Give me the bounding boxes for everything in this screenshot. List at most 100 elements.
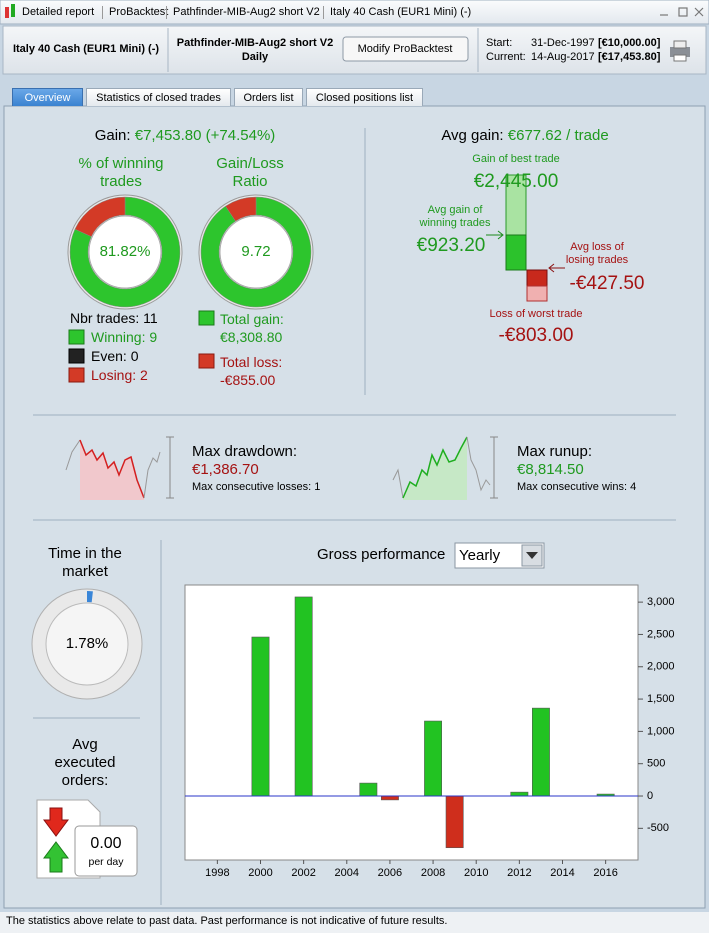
total-loss-label: Total loss: bbox=[220, 354, 283, 370]
chart: 3,000 2,500 2,000 1,500 1,000 500 0 -500 1998 200… bbox=[185, 596, 675, 879]
bar bbox=[445, 795, 464, 849]
title-item[interactable]: ProBacktest bbox=[102, 6, 168, 20]
bar bbox=[359, 782, 378, 797]
chart-title: Gross performance bbox=[317, 546, 446, 563]
bar bbox=[531, 707, 550, 797]
ring-segment bbox=[225, 196, 257, 222]
bar bbox=[424, 720, 443, 797]
legend-swatch bbox=[68, 367, 85, 383]
value: €677.62 / trade bbox=[507, 127, 609, 144]
drawdown-detail: Max consecutive losses: 1 bbox=[192, 481, 321, 493]
button-label[interactable]: Modify ProBacktest bbox=[357, 43, 453, 55]
x-tick-label: 2010 bbox=[464, 867, 488, 879]
runup-label: Max runup: bbox=[517, 443, 593, 460]
window-controls bbox=[660, 7, 704, 17]
sparkline bbox=[392, 468, 404, 499]
ring-center bbox=[219, 215, 293, 289]
value: 9 bbox=[149, 329, 158, 345]
total-loss-value: -€855.00 bbox=[220, 372, 276, 388]
avg-loss-label: Avg loss of losing trades bbox=[565, 241, 629, 267]
current-label: Current: bbox=[486, 51, 526, 63]
footer: The statistics above relate to past data… bbox=[6, 915, 448, 927]
status-bar bbox=[0, 912, 709, 933]
x-tick-label: 2006 bbox=[378, 867, 402, 879]
worst-trade-label: Loss of worst trade bbox=[489, 308, 583, 320]
orders-box bbox=[74, 825, 138, 877]
y-tick-label: 0 bbox=[647, 790, 653, 802]
y-tick-label: 3,000 bbox=[647, 596, 675, 608]
worst-trade-bar bbox=[526, 285, 548, 302]
legend-even: Even: 0 bbox=[91, 348, 139, 365]
x-tick-label: 2008 bbox=[421, 867, 445, 879]
gain-label: Gain: bbox=[94, 127, 131, 144]
legend-swatch bbox=[68, 329, 85, 345]
sell-arrow bbox=[43, 807, 69, 837]
legend-winning: Winning: 9 bbox=[91, 329, 157, 346]
gain: Gain: €7,453.80 (+74.54%) bbox=[95, 127, 276, 145]
instrument: Italy 40 Cash (EUR1 Mini) (-) bbox=[12, 43, 160, 55]
runup-line bbox=[402, 436, 468, 499]
timeframe: Daily bbox=[241, 51, 269, 63]
label: Winning: bbox=[91, 329, 146, 345]
runup-value: €8,814.50 bbox=[517, 461, 584, 478]
y-tick-label: 1,000 bbox=[647, 725, 675, 737]
maximize[interactable] bbox=[678, 7, 688, 17]
drawdown-line bbox=[79, 439, 145, 499]
bar bbox=[510, 791, 529, 797]
sparkline bbox=[143, 451, 161, 499]
range-bracket bbox=[166, 436, 174, 499]
tab[interactable]: Statistics of closed trades bbox=[86, 88, 231, 106]
printer-icon[interactable] bbox=[670, 40, 690, 62]
title-item[interactable]: Pathfinder-MIB-Aug2 short V2 bbox=[166, 6, 320, 20]
time-in-market-value: 1.78% bbox=[65, 635, 109, 652]
legend-swatch bbox=[68, 348, 85, 364]
runup-detail: Max consecutive wins: 4 bbox=[517, 481, 637, 493]
bar bbox=[251, 636, 270, 797]
rings bbox=[69, 196, 312, 603]
sparkline bbox=[65, 439, 81, 471]
buy-arrow bbox=[43, 841, 69, 873]
x-tick-label: 2000 bbox=[248, 867, 272, 879]
sparkline bbox=[466, 436, 491, 492]
title-item[interactable]: Detailed report bbox=[22, 6, 95, 18]
start-label: Start: bbox=[486, 37, 513, 49]
drawdown-area bbox=[80, 440, 144, 500]
title-bar bbox=[0, 0, 709, 25]
x-tick-label: 2002 bbox=[291, 867, 315, 879]
ring-segment bbox=[69, 196, 181, 308]
x-tick-label: 2012 bbox=[507, 867, 531, 879]
value: 0 bbox=[130, 348, 139, 364]
avg-orders-value: 0.00 bbox=[90, 835, 122, 852]
x-tick-label: 2016 bbox=[593, 867, 617, 879]
close[interactable] bbox=[694, 7, 704, 17]
best-trade-value: €2,445.00 bbox=[473, 171, 559, 192]
app-icon bbox=[5, 4, 15, 18]
avg-win-bar bbox=[505, 234, 527, 271]
ring-center bbox=[88, 215, 162, 289]
drawdown-label: Max drawdown: bbox=[192, 443, 298, 460]
time-in-market-label: Time in the market bbox=[48, 545, 122, 580]
y-tick-label: 2,500 bbox=[647, 628, 675, 640]
ratio-value: 9.72 bbox=[241, 243, 271, 260]
avg-orders-label: Avg executed orders: bbox=[54, 736, 116, 789]
modify-button[interactable] bbox=[342, 36, 469, 62]
avg-win-value: €923.20 bbox=[416, 235, 486, 256]
total-gain-label: Total gain: bbox=[220, 311, 284, 327]
arrow bbox=[548, 263, 565, 273]
arrow bbox=[486, 230, 504, 240]
value: 2 bbox=[140, 367, 148, 383]
tab[interactable]: Orders list bbox=[234, 88, 303, 106]
value: 11 bbox=[143, 310, 158, 326]
tab[interactable]: Overview bbox=[12, 88, 83, 106]
avg-loss-bar bbox=[526, 269, 548, 287]
tab[interactable]: Closed positions list bbox=[306, 88, 423, 106]
ring-segment bbox=[200, 196, 312, 308]
title-item[interactable]: Italy 40 Cash (EUR1 Mini) (-) bbox=[323, 6, 471, 20]
ring-segment bbox=[87, 591, 93, 603]
ratio-title: Gain/Loss Ratio bbox=[216, 155, 284, 190]
y-tick-label: 500 bbox=[647, 758, 665, 770]
period-value[interactable]: Yearly bbox=[459, 547, 501, 564]
avg-orders-unit: per day bbox=[88, 856, 124, 868]
